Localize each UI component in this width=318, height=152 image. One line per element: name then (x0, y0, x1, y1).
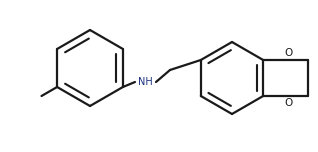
Text: NH: NH (138, 77, 153, 87)
Text: O: O (284, 98, 293, 108)
Text: O: O (284, 48, 293, 58)
